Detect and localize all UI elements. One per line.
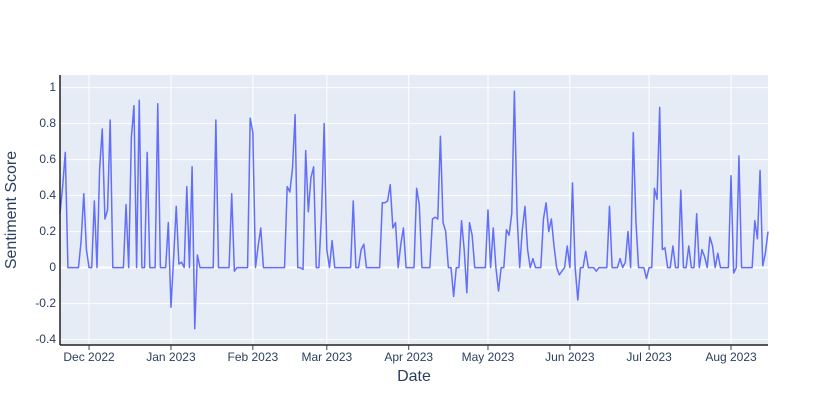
y-tick-label: 0.4 (39, 188, 56, 202)
x-axis-title: Date (397, 368, 431, 385)
x-tick-label: Apr 2023 (384, 350, 433, 364)
x-tick-label: Dec 2022 (63, 350, 115, 364)
x-tick-label: Mar 2023 (301, 350, 352, 364)
plot-background (60, 75, 768, 345)
y-tick-label: 0.2 (39, 224, 56, 238)
x-tick-label: May 2023 (462, 350, 515, 364)
x-tick-label: Jun 2023 (545, 350, 595, 364)
marks (59, 90, 769, 330)
line-series (59, 90, 769, 330)
x-tick-label: Feb 2023 (227, 350, 278, 364)
y-tick-label: 0 (49, 260, 56, 274)
axes: -0.4 -0.2 0 0.2 0.4 0.6 0.8 1 Dec 2022 Jan 2023 Fe… (35, 75, 768, 364)
y-tick-label: -0.2 (35, 296, 56, 310)
x-tick-label: Aug 2023 (705, 350, 757, 364)
y-tick-label: 0.8 (39, 116, 56, 130)
x-tick-label: Jan 2023 (146, 350, 196, 364)
y-tick-label: 1 (49, 80, 56, 94)
y-axis-title: Sentiment Score (3, 151, 20, 269)
x-tick-label: Jul 2023 (626, 350, 672, 364)
y-tick-label: -0.4 (35, 332, 56, 346)
y-tick-label: 0.6 (39, 152, 56, 166)
